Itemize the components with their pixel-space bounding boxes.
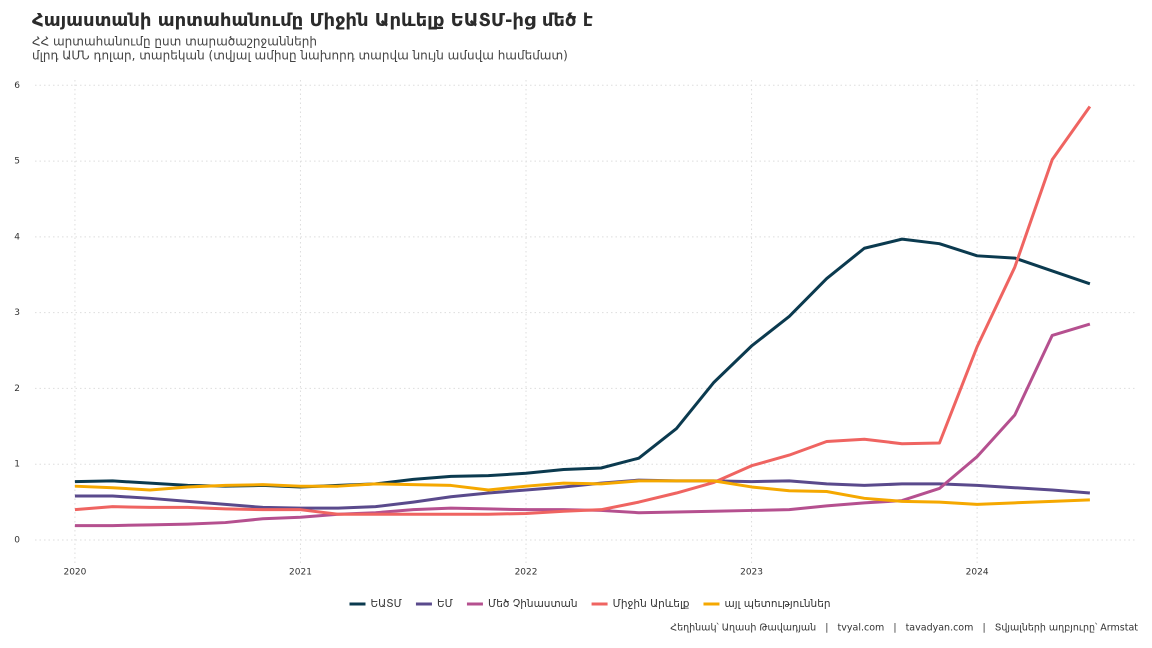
series-line [74, 237, 1091, 489]
series-line [74, 322, 1091, 528]
x-tick-label: 2023 [740, 568, 763, 578]
legend: ԵԱՏՄ ԵՄ Մեծ Չինաստան Միջին Արևելք այլ պետութ… [349, 598, 831, 610]
chart-title: Հայաստանի արտահանումը Միջին Արևելք ԵԱՏՄ-… [32, 10, 593, 31]
subtitle: ՀՀ արտահանումը ըստ տարածաշրջանների [32, 35, 317, 49]
legend-label: Միջին Արևելք [613, 598, 690, 610]
series-line [74, 105, 1092, 516]
x-tick-label: 2021 [289, 568, 312, 578]
y-tick-label: 0 [14, 535, 20, 545]
series-line [74, 478, 1091, 510]
x-tick-label: 2022 [515, 568, 538, 578]
series-line [74, 479, 1090, 506]
y-tick-label: 4 [14, 232, 20, 242]
y-tick-label: 5 [14, 157, 20, 167]
legend-label: այլ պետություններ [724, 598, 830, 610]
y-tick-label: 3 [14, 308, 20, 318]
legend-label: Մեծ Չինաստան [488, 598, 578, 610]
x-tick-label: 2024 [966, 568, 989, 578]
y-tick-label: 2 [14, 384, 20, 394]
legend-label: ԵՄ [437, 598, 454, 610]
y-tick-label: 1 [14, 460, 20, 470]
x-tick-label: 2020 [63, 568, 86, 578]
legend-label: ԵԱՏՄ [370, 598, 402, 610]
y-tick-label: 6 [14, 81, 20, 91]
subtitle: մլրդ ԱՄՆ դոլար, տարեկան (տվյալ ամիսը նախ… [32, 49, 568, 63]
caption: Հեղինակ՝ Աղասի Թավադյան | tvyal.com | ta… [670, 623, 1138, 634]
